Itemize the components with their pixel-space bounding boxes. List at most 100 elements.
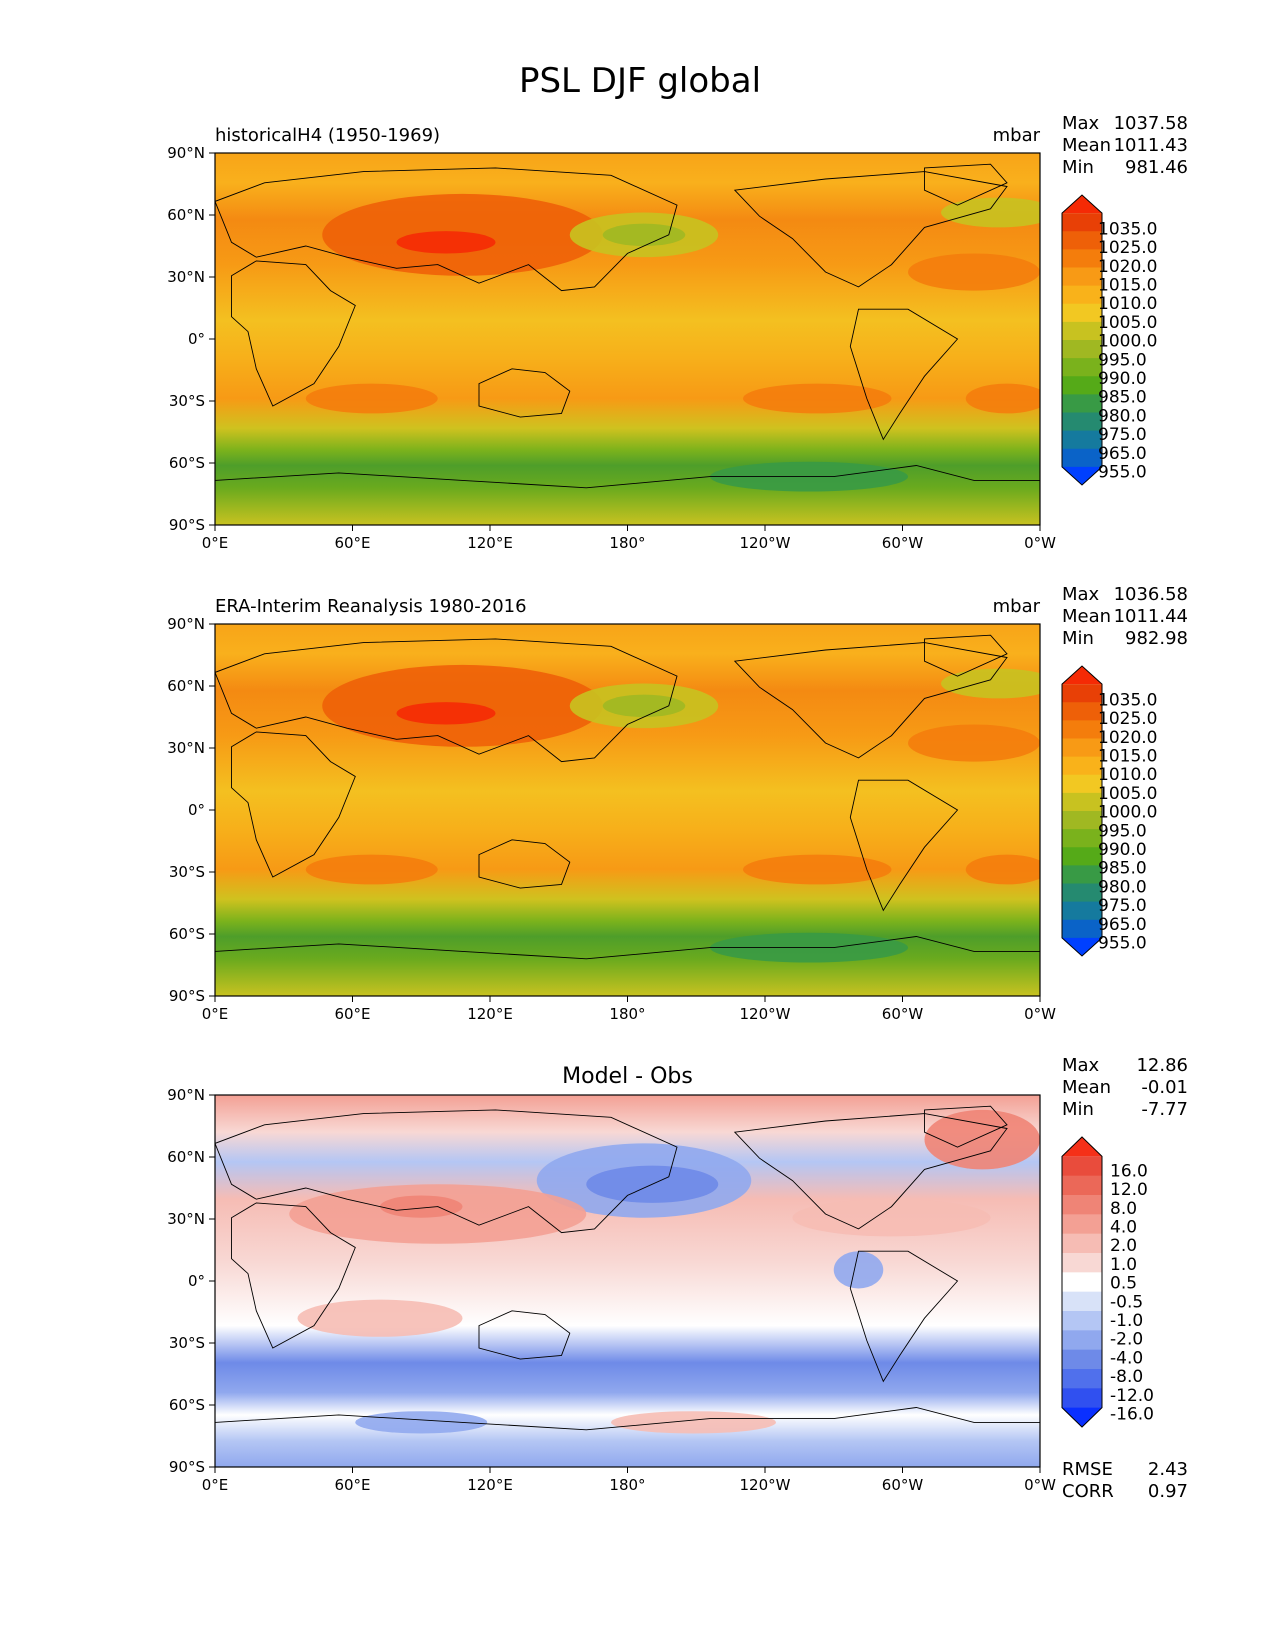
colorbar-segment	[1062, 1253, 1102, 1273]
colorbar-tick-label: 985.0	[1098, 859, 1147, 879]
colorbar-tick-label: 1025.0	[1098, 238, 1157, 258]
stat-label: Min	[1062, 628, 1094, 649]
lat-tick-label: 0°	[188, 1272, 205, 1290]
colorbar-tick-label: 1020.0	[1098, 728, 1157, 748]
colorbar-extend-min	[1062, 937, 1102, 956]
colorbar-extend-min	[1062, 1407, 1102, 1427]
coastline	[924, 634, 1008, 677]
stat-label: Min	[1062, 1099, 1094, 1120]
units-label: mbar	[993, 125, 1041, 146]
colorbar-tick-label: 16.0	[1110, 1161, 1148, 1181]
coastline	[733, 171, 1008, 288]
stat-value: 12.86	[1136, 1055, 1188, 1076]
colorbar-tick-label: 1020.0	[1098, 257, 1157, 277]
coastline	[231, 731, 356, 878]
stat-label: Mean	[1062, 606, 1111, 627]
colorbar-segment	[1062, 1156, 1102, 1177]
field-contour	[965, 383, 1040, 414]
colorbar-segment	[1062, 702, 1102, 721]
colorbar-tick-label: 955.0	[1098, 934, 1147, 954]
colorbar-tick-label: 1025.0	[1098, 709, 1157, 729]
lat-tick-label: 30°N	[167, 1210, 205, 1228]
field-contour	[908, 724, 1040, 762]
stat-label: Min	[1062, 157, 1094, 178]
colorbar-tick-label: 1000.0	[1098, 803, 1157, 823]
lon-tick-label: 60°E	[334, 1005, 370, 1023]
colorbar-tick-label: 1010.0	[1098, 294, 1157, 314]
colorbar-segment	[1062, 720, 1102, 739]
lat-tick-label: 0°	[188, 330, 205, 348]
lat-tick-label: 60°S	[169, 925, 205, 943]
colorbar-segment	[1062, 756, 1102, 776]
colorbar-tick-label: -12.0	[1110, 1386, 1154, 1406]
colorbar-segment	[1062, 412, 1102, 432]
colorbar-tick-label: 955.0	[1098, 463, 1147, 483]
stat-value: 1011.44	[1114, 606, 1188, 627]
colorbar-tick-label: -0.5	[1110, 1292, 1143, 1312]
coastline	[478, 839, 571, 889]
colorbar-segment	[1062, 901, 1102, 921]
lat-tick-label: 90°N	[167, 144, 205, 162]
colorbar-tick-label: 980.0	[1098, 877, 1147, 897]
panel-title: historicalH4 (1950-1969)	[215, 125, 440, 146]
colorbar-segment	[1062, 376, 1102, 395]
colorbar-segment	[1062, 1195, 1102, 1215]
colorbar-segment	[1062, 811, 1102, 830]
coastline	[215, 167, 678, 292]
figure-title: PSL DJF global	[519, 61, 761, 101]
field-contour	[941, 668, 1040, 699]
coastline	[231, 260, 356, 407]
field-contour	[396, 702, 496, 725]
lat-tick-label: 30°N	[167, 739, 205, 757]
coastline	[215, 1109, 678, 1234]
lon-tick-label: 0°E	[202, 1005, 229, 1023]
colorbar-segment	[1062, 829, 1102, 848]
lon-tick-label: 0°W	[1024, 1005, 1056, 1023]
metric-label: RMSE	[1062, 1459, 1113, 1480]
field-contour	[908, 253, 1040, 291]
lon-tick-label: 120°W	[740, 1005, 791, 1023]
colorbar-segment	[1062, 1291, 1102, 1312]
colorbar-tick-label: 985.0	[1098, 388, 1147, 408]
colorbar-segment	[1062, 285, 1102, 305]
colorbar-segment	[1062, 358, 1102, 377]
coastline	[215, 465, 1040, 525]
field-contour	[924, 1109, 1040, 1170]
colorbar-segment	[1062, 792, 1102, 812]
colorbar-segment	[1062, 1388, 1102, 1409]
coastline	[215, 1407, 1040, 1467]
lon-tick-label: 120°E	[467, 1476, 513, 1494]
colorbar-tick-label: 1000.0	[1098, 332, 1157, 352]
stat-value: 1037.58	[1114, 113, 1188, 134]
colorbar-segment	[1062, 303, 1102, 323]
stat-value: 1036.58	[1114, 584, 1188, 605]
lat-tick-label: 60°N	[167, 677, 205, 695]
stat-value: 981.46	[1125, 157, 1188, 178]
lat-tick-label: 30°S	[169, 863, 205, 881]
coastline	[924, 1105, 1008, 1148]
lon-tick-label: 120°W	[740, 534, 791, 552]
stat-label: Mean	[1062, 1077, 1111, 1098]
stat-label: Max	[1062, 113, 1100, 134]
stat-value: 1011.43	[1114, 135, 1188, 156]
colorbar-tick-label: -16.0	[1110, 1405, 1154, 1425]
colorbar-segment	[1062, 1214, 1102, 1235]
field-contour	[305, 383, 438, 414]
colorbar-segment	[1062, 883, 1102, 903]
lat-tick-label: 30°S	[169, 1334, 205, 1352]
colorbar-segment	[1062, 919, 1102, 939]
colorbar-tick-label: 975.0	[1098, 896, 1147, 916]
panel-obs: ERA-Interim Reanalysis 1980-2016 mbar 90°N…	[167, 584, 1188, 1023]
colorbar-tick-label: 1010.0	[1098, 765, 1157, 785]
field-contour	[743, 854, 892, 885]
colorbar-tick-label: 8.0	[1110, 1199, 1137, 1219]
colorbar-tick-label: 1015.0	[1098, 746, 1157, 766]
colorbar-segment	[1062, 865, 1102, 884]
lat-tick-label: 90°S	[169, 987, 205, 1005]
colorbar-tick-label: 990.0	[1098, 840, 1147, 860]
lon-tick-label: 60°W	[882, 1005, 924, 1023]
colorbar-segment	[1062, 1233, 1102, 1254]
coastline	[231, 1202, 356, 1349]
colorbar-extend-max	[1062, 666, 1102, 685]
